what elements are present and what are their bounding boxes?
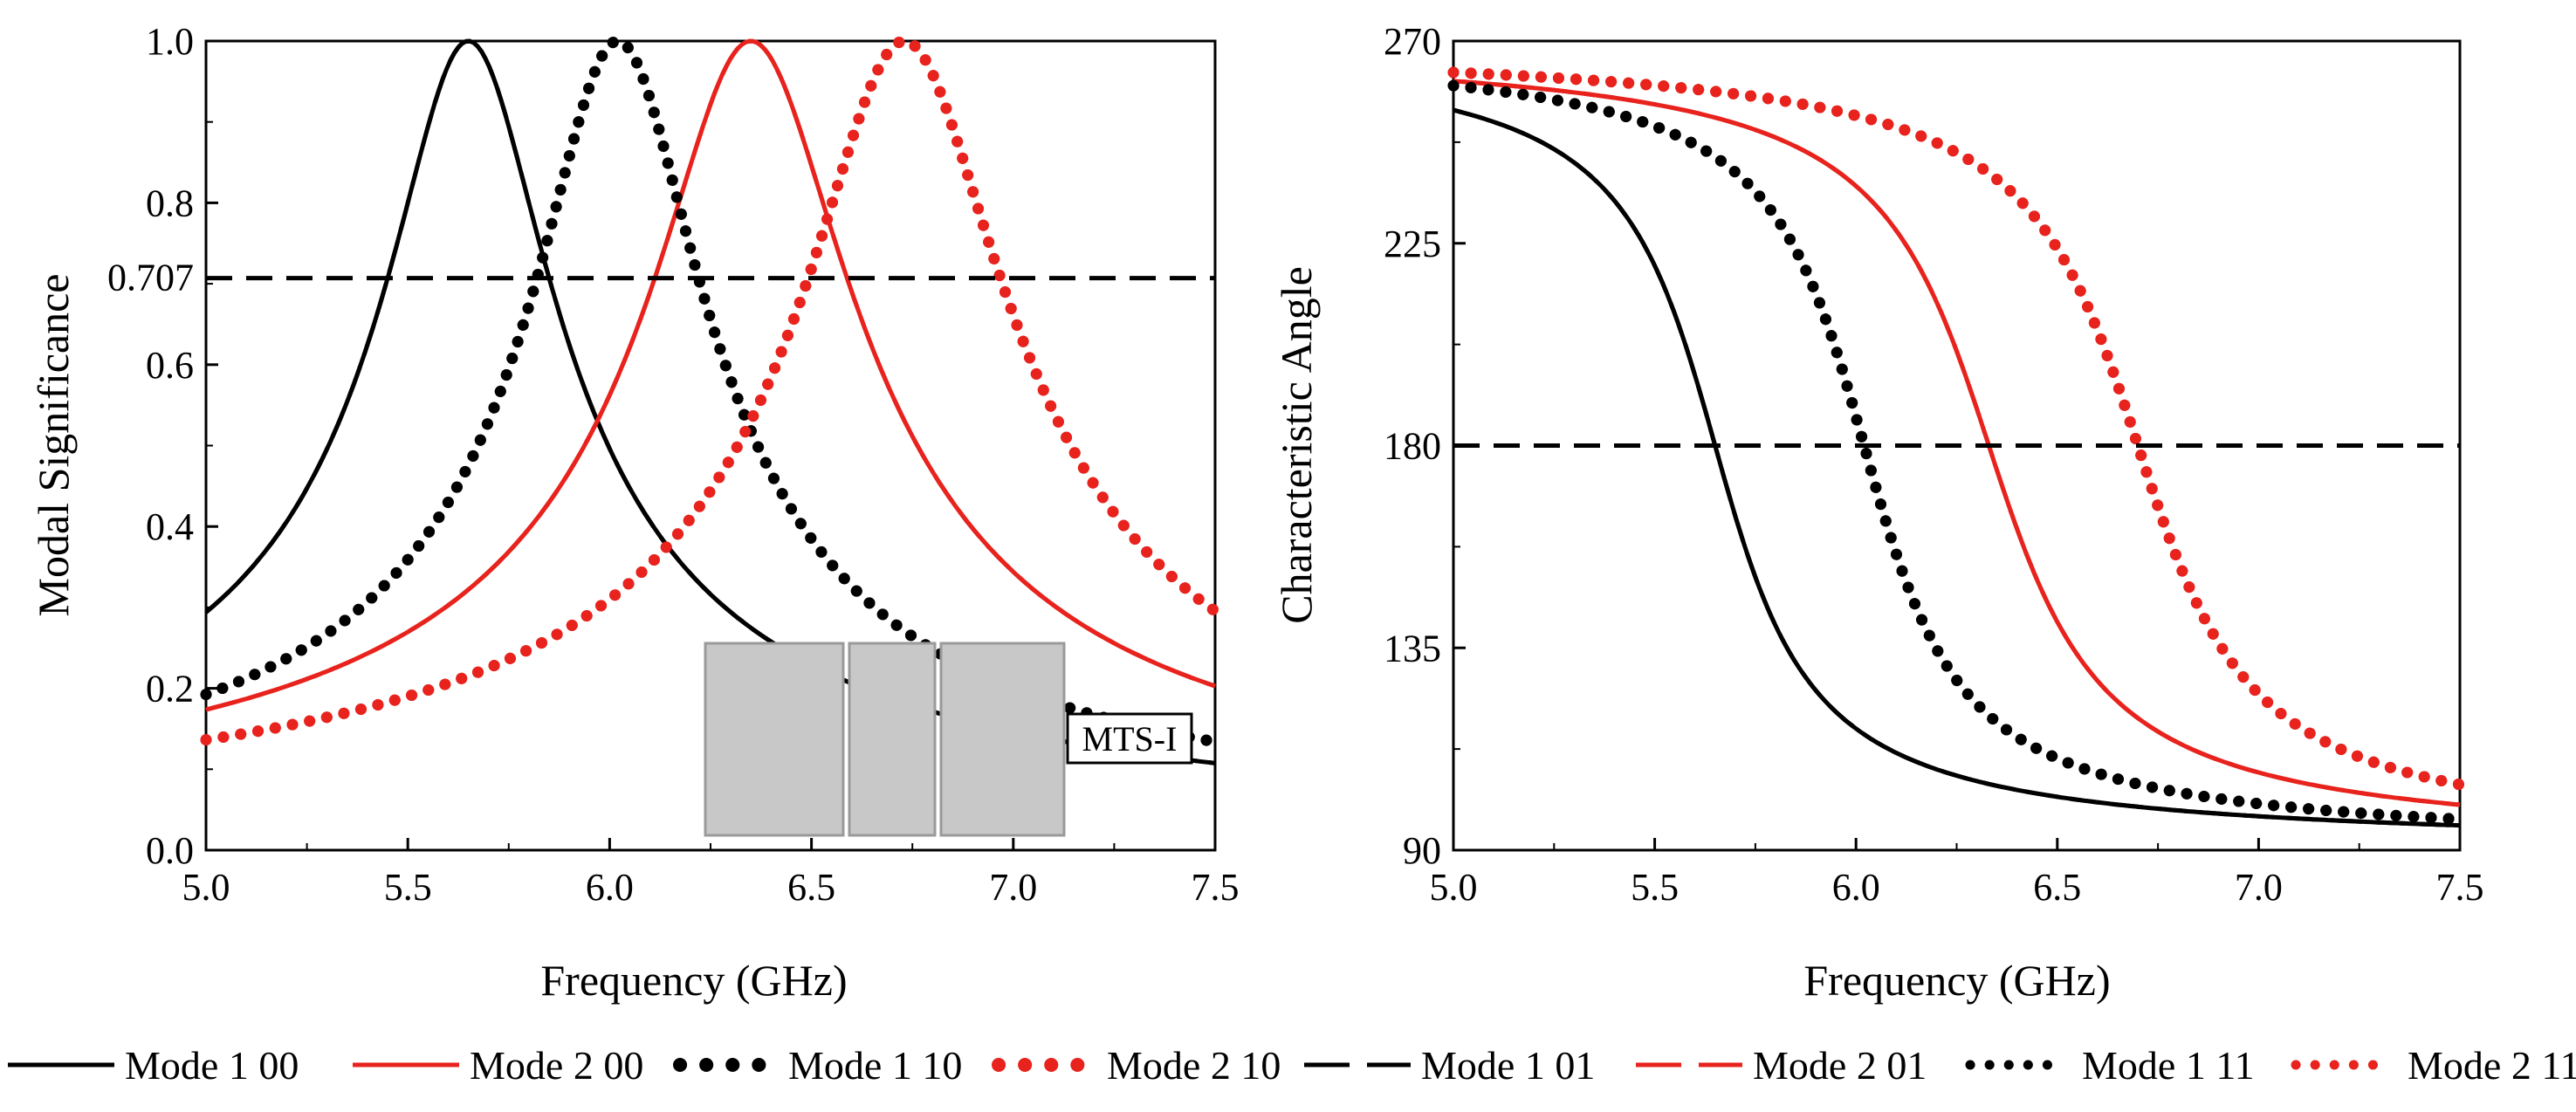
inset-geometry: MTS-I [704,642,1193,837]
series-mode-2-01-curve [205,38,1216,712]
inset-label-box [1066,712,1193,765]
series-mode-1-01-curve [1453,107,2461,828]
x-tick-label: 5.5 [1631,866,1679,909]
left-y-axis-label: Modal Significance [29,274,78,617]
y-tick-label: 225 [1384,223,1441,265]
legend-label: Mode 2 11 [2408,1042,2576,1088]
series-mode-1-11-curve [200,35,1221,748]
series-mode-1-11-curve [1447,79,2466,826]
y-tick-label: 135 [1384,627,1441,669]
x-tick-label: 5.0 [182,866,230,909]
legend-swatch [8,1062,114,1067]
reference-line-label: 0.707 [107,257,194,299]
legend-label: Mode 2 10 [1107,1042,1281,1088]
x-tick-label: 6.5 [2033,866,2081,909]
series-mode-1-10-curve [200,35,1221,748]
series-mode-2-10-curve [200,35,1221,746]
x-tick-label: 5.5 [384,866,432,909]
inset-label: MTS-I [1082,719,1178,758]
legend-item: Mode 1 11 [1961,1021,2255,1109]
y-tick-label: 1.0 [146,20,194,63]
x-tick-label: 5.0 [1430,866,1478,909]
legend-label: Mode 1 01 [1421,1042,1596,1088]
inset-patch-1 [704,642,845,837]
legend-label: Mode 1 00 [125,1042,299,1088]
series-mode-2-01-curve [1453,79,2461,807]
legend-label: Mode 1 10 [788,1042,963,1088]
y-tick-label: 180 [1384,425,1441,468]
y-tick-label: 270 [1384,20,1441,63]
legend-item: Mode 2 00 [349,1021,643,1109]
series-mode-1-10-curve [1447,79,2466,826]
x-tick-label: 7.5 [2436,866,2484,909]
legend-swatch [673,1058,776,1072]
right-series-group [1447,66,2466,828]
left-x-axis-label: Frequency (GHz) [540,956,847,1005]
legend-item: Mode 2 10 [986,1021,1281,1109]
legend-label: Mode 2 00 [470,1042,644,1088]
y-tick-label: 0.8 [146,182,194,224]
x-tick-label: 6.0 [586,866,634,909]
legend-swatch [353,1062,459,1067]
x-tick-label: 7.0 [2235,866,2283,909]
y-tick-label: 0.6 [146,344,194,387]
series-mode-1-00-curve [1453,107,2461,828]
legend-label: Mode 1 11 [2082,1042,2255,1088]
right-y-axis-label: Characteristic Angle [1272,266,1321,624]
right-axis-ticks: 5.0 5.5 6.0 6.5 7.0 7.5 90 135 180 225 270 [1384,20,2484,909]
inset-patch-2 [848,642,937,837]
legend-item: Mode 1 01 [1301,1021,1595,1109]
x-tick-label: 7.5 [1192,866,1240,909]
y-tick-label: 90 [1403,829,1441,872]
characteristic-angle-chart: 5.0 5.5 6.0 6.5 7.0 7.5 90 135 180 225 270 Frequen… [1272,20,2484,1005]
x-tick-label: 6.5 [787,866,835,909]
legend-item: Mode 1 10 [668,1021,962,1109]
y-tick-label: 0.2 [146,668,194,710]
legend-item: Mode 2 11 [2287,1021,2576,1109]
y-tick-label: 0.0 [146,829,194,872]
legend: Mode 1 00 Mode 2 00 Mode 1 10 Mode 2 10 Mode… [0,1021,2576,1109]
legend-label: Mode 2 01 [1753,1042,1927,1088]
left-axis-ticks: 0.707 5.0 5.5 6.0 6.5 7.0 7.5 0.0 0.2 0.4 0.6 0.8 1.… [107,20,1240,909]
y-tick-label: 0.4 [146,505,194,548]
series-mode-2-11-curve [1447,66,2466,791]
legend-swatch [1965,1060,2071,1070]
x-tick-label: 6.0 [1832,866,1880,909]
legend-swatch [992,1058,1095,1072]
x-tick-label: 7.0 [989,866,1037,909]
series-mode-2-11-curve [200,35,1221,746]
legend-swatch [1304,1062,1411,1067]
legend-item: Mode 1 00 [4,1021,299,1109]
legend-swatch [2291,1060,2397,1070]
legend-swatch [1636,1062,1742,1067]
inset-patch-3 [939,642,1066,837]
right-x-axis-label: Frequency (GHz) [1803,956,2110,1005]
legend-item: Mode 2 01 [1632,1021,1927,1109]
